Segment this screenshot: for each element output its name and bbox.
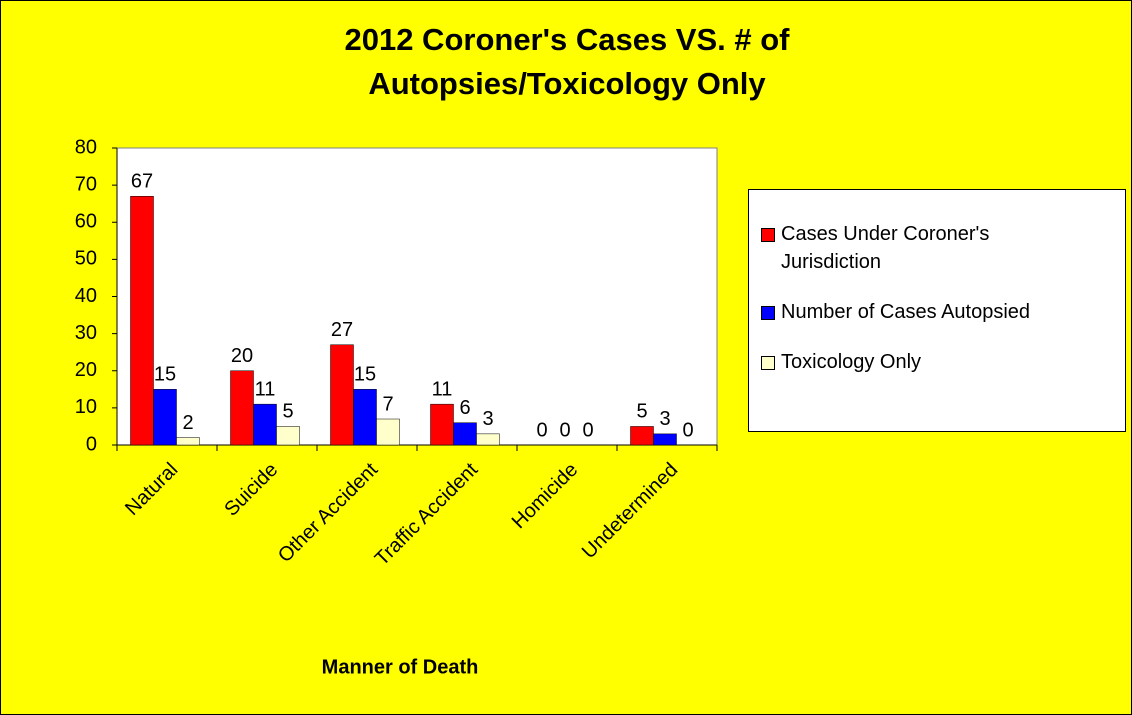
legend-swatch [761,228,775,242]
bar [153,389,177,446]
data-label: 0 [536,419,547,441]
legend-item: Cases Under Coroner's Jurisdiction [761,220,1125,276]
data-label: 27 [331,319,353,341]
legend-swatch [761,356,775,370]
data-label: 15 [154,364,176,386]
bar [130,196,154,446]
y-tick-label: 80 [75,136,97,158]
chart-title: 2012 Coroner's Cases VS. # of Autopsies/… [344,22,790,101]
bar [176,437,200,446]
bar [376,418,400,446]
data-label: 20 [231,345,253,367]
bar [253,403,277,446]
y-tick-label: 50 [75,248,97,270]
y-tick-label: 70 [75,173,97,195]
data-label: 3 [659,408,670,430]
data-label: 0 [682,419,693,441]
y-tick-label: 60 [75,211,97,233]
y-tick-label: 20 [75,359,97,381]
bar [330,344,354,446]
data-label: 11 [255,378,276,400]
bar [230,370,254,446]
y-tick-label: 10 [75,396,97,418]
data-label: 67 [131,171,153,193]
bar [276,426,300,446]
data-label: 7 [382,393,393,415]
legend-label: Cases Under Coroner's Jurisdiction [781,223,990,273]
bar [630,426,654,446]
bar [453,422,477,446]
bar [476,433,500,446]
data-label: 0 [559,419,570,441]
data-label: 5 [636,401,647,423]
data-label: 2 [182,412,193,434]
bar [653,433,677,446]
y-tick-label: 30 [75,322,97,344]
data-label: 0 [582,419,593,441]
x-axis-label: Manner of Death [322,656,479,678]
y-tick-label: 40 [75,285,97,307]
legend: Cases Under Coroner's Jurisdiction Number… [748,189,1126,432]
plot-area [116,147,718,446]
data-label: 15 [354,364,376,386]
legend-label: Number of Cases Autopsied [781,301,1031,323]
legend-item: Toxicology Only [761,348,1125,376]
data-label: 11 [432,378,453,400]
y-tick-label: 0 [86,433,97,455]
data-label: 3 [482,408,493,430]
data-label: 6 [459,397,470,419]
data-label: 5 [282,401,293,423]
bar [353,389,377,446]
legend-label: Toxicology Only [781,351,922,373]
legend-swatch [761,306,775,320]
legend-item: Number of Cases Autopsied [761,298,1125,326]
bar [430,403,454,446]
